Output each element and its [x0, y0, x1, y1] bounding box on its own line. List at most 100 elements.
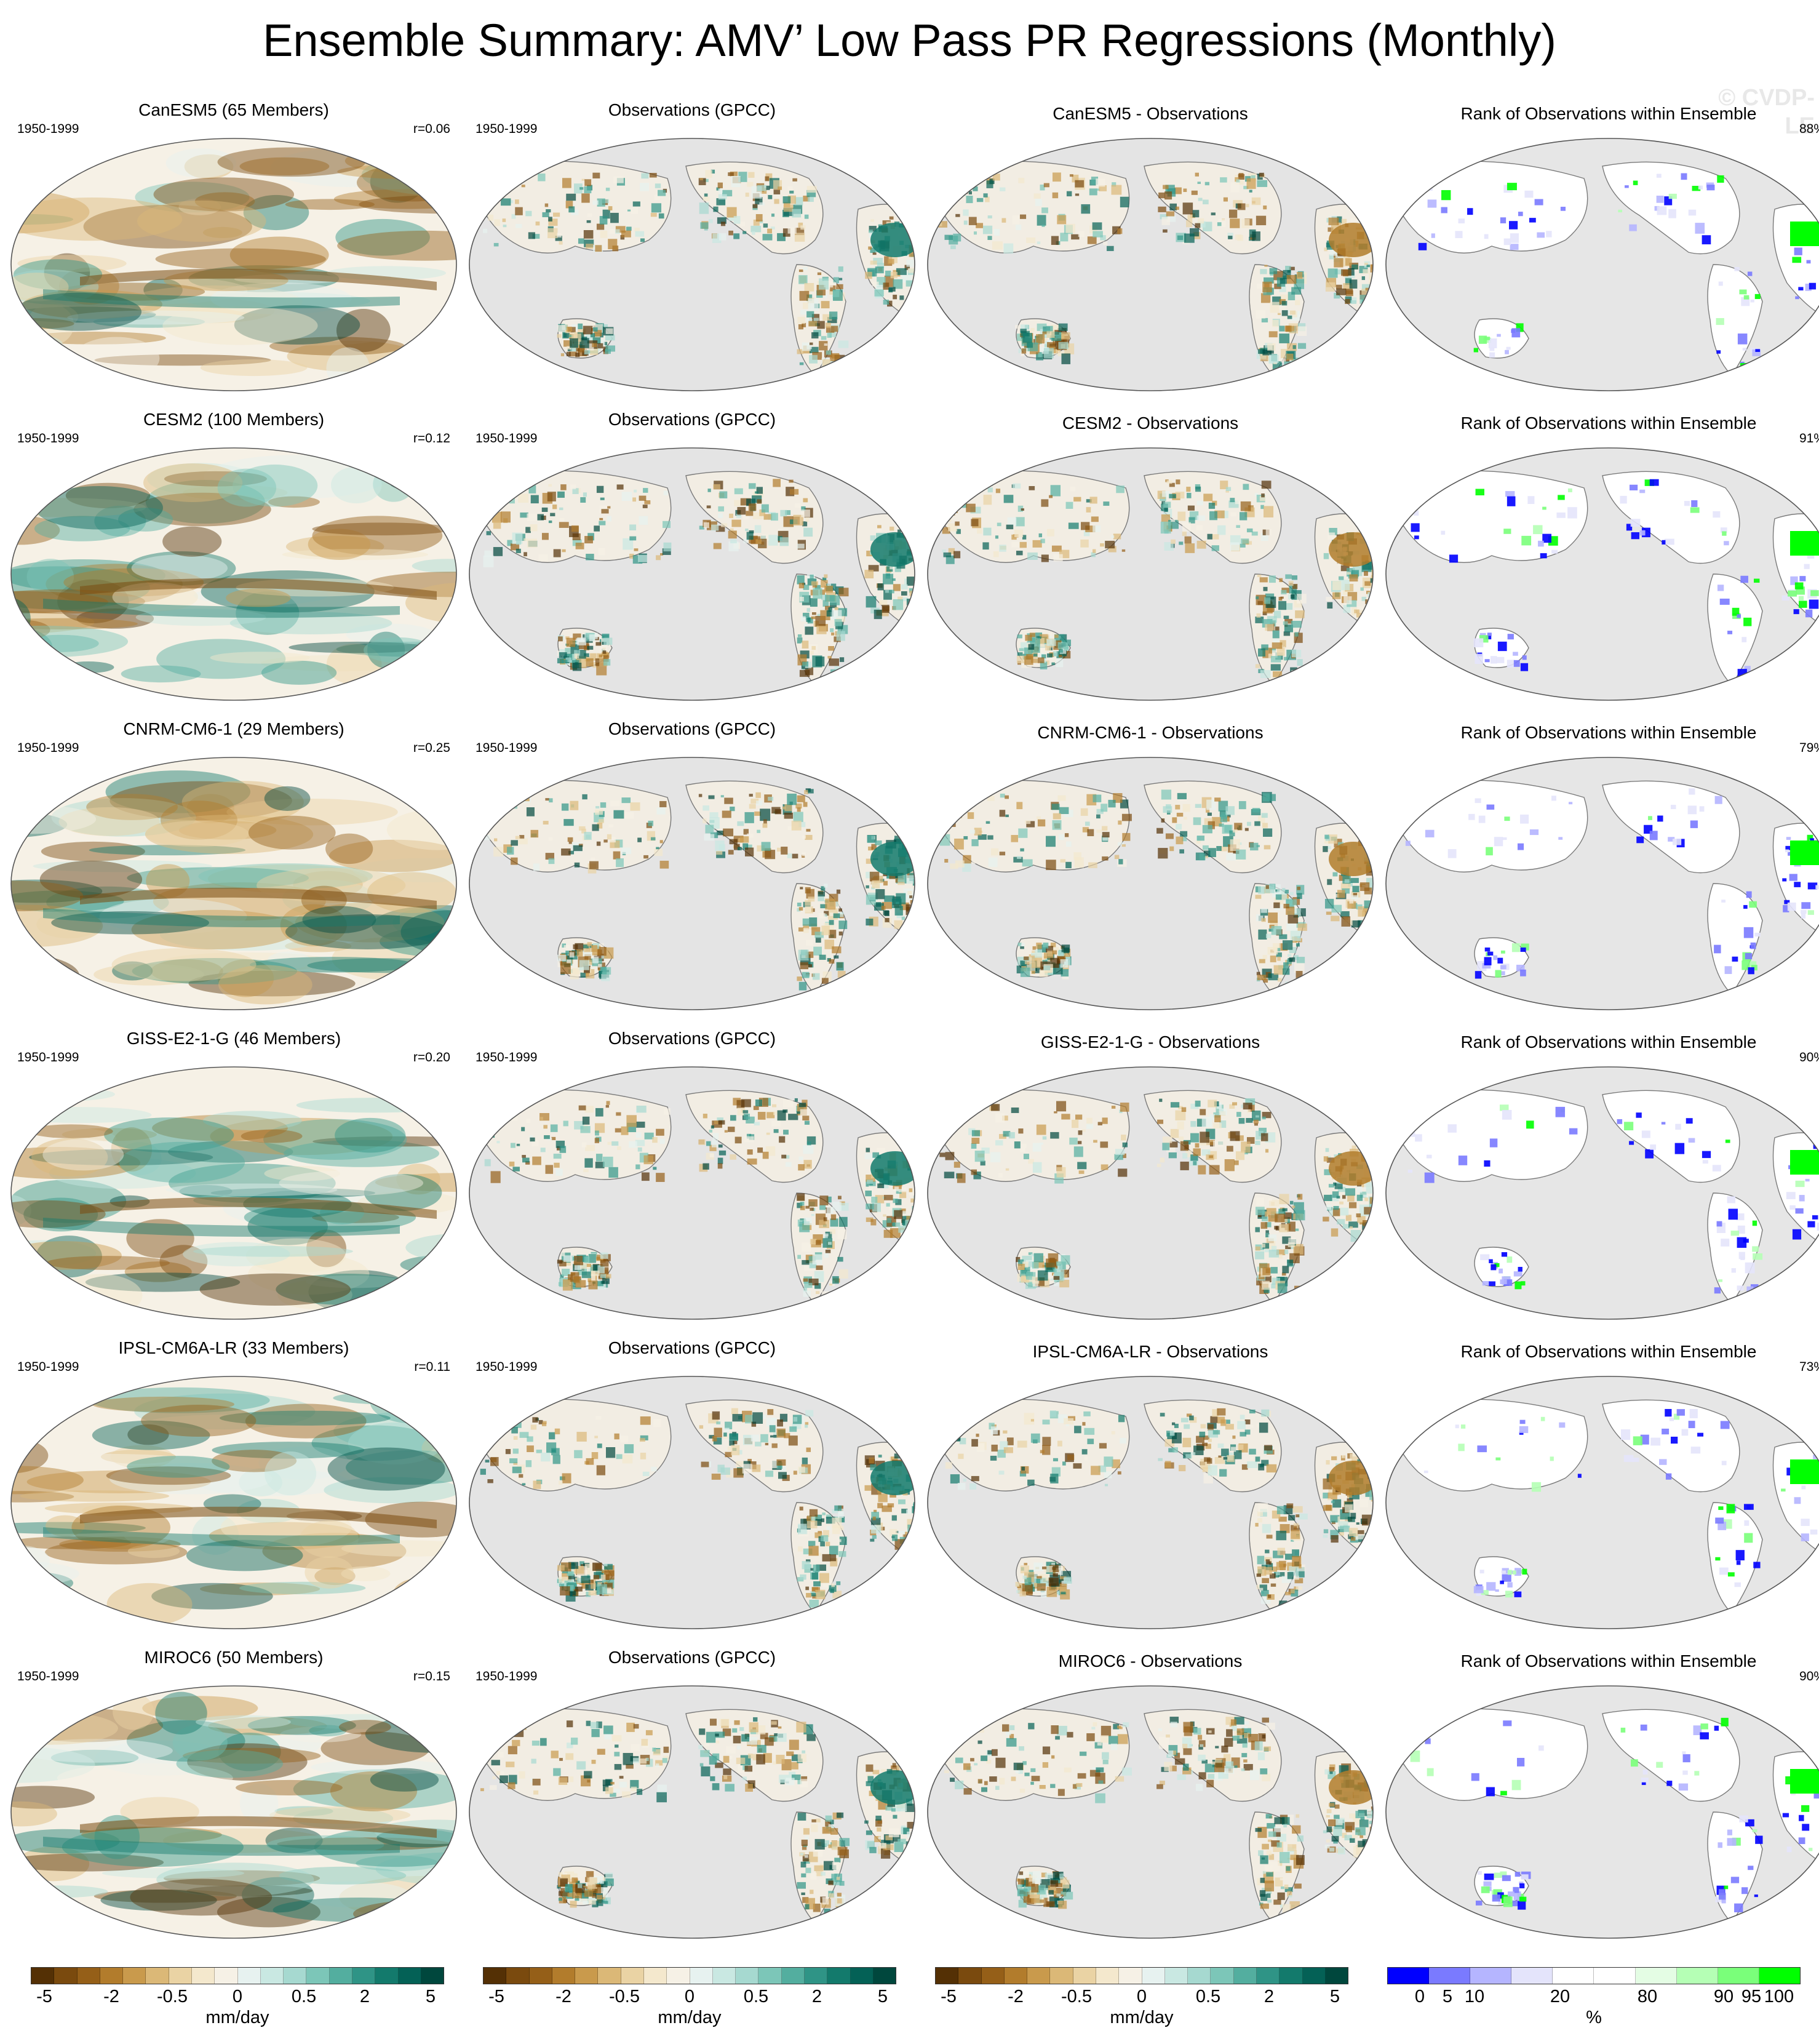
panel-title: CanESM5 (65 Members): [138, 100, 329, 119]
colorbar-swatch: [398, 1968, 421, 1984]
colorbar-swatch: [237, 1968, 261, 1984]
colorbar-tick-label: 0.5: [291, 1987, 317, 2006]
period-label: 1950-1999: [476, 1669, 538, 1683]
world-map: [1385, 447, 1819, 701]
panel-title: Observations (GPCC): [608, 1029, 776, 1048]
panel-title: CESM2 (100 Members): [143, 410, 325, 429]
colorbar-tick-label: 0.5: [743, 1987, 769, 2006]
colorbar-swatch: [850, 1968, 874, 1984]
colorbar-ticks: -5 -2 -0.5 0 0.5 2 5: [31, 1984, 444, 2008]
map-panel-diff: GISS-E2-1-G - Observations: [923, 1021, 1378, 1322]
colorbar-swatch: [781, 1968, 805, 1984]
colorbar-tick-label: 2: [359, 1987, 370, 2006]
period-label: 1950-1999: [17, 741, 79, 755]
colorbar-swatch: [1302, 1968, 1326, 1984]
colorbar-tick-label: 20: [1550, 1987, 1570, 2006]
colorbar-tick-label: 0.5: [1195, 1987, 1221, 2006]
colorbar-swatch: [981, 1968, 1005, 1984]
world-map: [10, 1066, 457, 1320]
colorbar-tick-label: 80: [1637, 1987, 1658, 2006]
colorbar-swatch: [758, 1968, 782, 1984]
map-panel-diff: IPSL-CM6A-LR - Observations: [923, 1330, 1378, 1632]
colorbar-swatch: [1718, 1968, 1759, 1984]
panel-title: CNRM-CM6-1 (29 Members): [123, 719, 344, 738]
colorbar-tick-label: 95: [1741, 1987, 1762, 2006]
colorbar-boxes: [1387, 1967, 1801, 1984]
panel-title: Observations (GPCC): [608, 100, 776, 119]
colorbar-swatch: [484, 1968, 507, 1984]
colorbar-swatch: [643, 1968, 667, 1984]
world-map: [927, 1685, 1374, 1939]
period-label: 1950-1999: [17, 1669, 79, 1683]
colorbar-rank: 0 5 10 20 80 90 95 100 %: [1387, 1967, 1801, 2027]
colorbar-tick-label: 0: [684, 1987, 695, 2006]
map-panel-obs: Observations (GPCC) 1950-1999: [464, 92, 920, 394]
panel-title: GISS-E2-1-G (46 Members): [126, 1029, 341, 1048]
map-panel-diff: CNRM-CM6-1 - Observations: [923, 711, 1378, 1013]
map-panel-model: IPSL-CM6A-LR (33 Members) 1950-1999 r=0.11: [6, 1330, 461, 1632]
colorbar-swatch: [1256, 1968, 1280, 1984]
colorbar-swatch: [306, 1968, 330, 1984]
map-panel-rank: Rank of Observations within Ensemble 73%: [1381, 1330, 1819, 1632]
colorbar-swatch: [169, 1968, 192, 1984]
watermark: © CVDP-LE: [1718, 85, 1815, 139]
colorbar-tick-label: 0: [232, 1987, 243, 2006]
rank-percentage: 91%: [1799, 431, 1819, 445]
colorbar-swatch: [1004, 1968, 1028, 1984]
colorbar-swatch: [1188, 1968, 1211, 1984]
pattern-correlation: r=0.11: [414, 1360, 450, 1374]
colorbar-swatch: [375, 1968, 399, 1984]
period-label: 1950-1999: [17, 122, 79, 136]
colorbar-observations: -5 -2 -0.5 0 0.5 2 5 mm/day: [483, 1967, 896, 2027]
pattern-correlation: r=0.25: [413, 741, 450, 755]
colorbar-unit: mm/day: [205, 2008, 269, 2027]
map-panel-model: GISS-E2-1-G (46 Members) 1950-1999 r=0.20: [6, 1021, 461, 1322]
colorbar-swatch: [1553, 1968, 1594, 1984]
colorbar-tick-label: -5: [36, 1987, 52, 2006]
world-map: [469, 1685, 915, 1939]
world-map: [469, 1066, 915, 1320]
colorbar-tick-label: 10: [1464, 1987, 1485, 2006]
colorbar-swatch: [827, 1968, 851, 1984]
panel-title: Observations (GPCC): [608, 719, 776, 738]
map-panel-rank: Rank of Observations within Ensemble 90%: [1381, 1021, 1819, 1322]
panel-title: MIROC6 - Observations: [1058, 1651, 1243, 1671]
colorbar-swatch: [1119, 1968, 1142, 1984]
map-panel-rank: Rank of Observations within Ensemble 88%: [1381, 92, 1819, 394]
colorbar-tick-label: -5: [488, 1987, 504, 2006]
colorbar-swatch: [598, 1968, 621, 1984]
map-panel-model: CNRM-CM6-1 (29 Members) 1950-1999 r=0.25: [6, 711, 461, 1013]
colorbar-ticks: -5 -2 -0.5 0 0.5 2 5: [935, 1984, 1348, 2008]
world-map: [927, 447, 1374, 701]
colorbar-boxes: [935, 1967, 1348, 1984]
colorbar-tick-label: -5: [941, 1987, 957, 2006]
colorbar-tick-label: 2: [811, 1987, 822, 2006]
panel-title: CESM2 - Observations: [1062, 413, 1239, 433]
world-map: [927, 1376, 1374, 1629]
map-panel-diff: MIROC6 - Observations: [923, 1640, 1378, 1941]
world-map: [927, 757, 1374, 1010]
period-label: 1950-1999: [17, 1360, 79, 1374]
colorbar-swatch: [958, 1968, 982, 1984]
world-map: [10, 1376, 457, 1629]
colorbar-tick-label: 5: [425, 1987, 436, 2006]
colorbar-swatch: [31, 1968, 55, 1984]
pattern-correlation: r=0.12: [413, 431, 450, 445]
colorbar-tick-label: 100: [1764, 1987, 1794, 2006]
colorbar-swatch: [1429, 1968, 1471, 1984]
colorbar-model: -5 -2 -0.5 0 0.5 2 5 mm/day: [31, 1967, 444, 2027]
colorbar-tick-label: 5: [877, 1987, 888, 2006]
panel-title: Rank of Observations within Ensemble: [1460, 1032, 1757, 1052]
world-map: [10, 1685, 457, 1939]
colorbar-swatch: [690, 1968, 713, 1984]
panel-title: Observations (GPCC): [608, 1338, 776, 1357]
colorbar-swatch: [1050, 1968, 1073, 1984]
rank-percentage: 73%: [1799, 1360, 1819, 1374]
panel-title: Observations (GPCC): [608, 410, 776, 429]
colorbar-tick-label: -2: [1008, 1987, 1024, 2006]
pattern-correlation: r=0.15: [413, 1669, 450, 1683]
map-panel-rank: Rank of Observations within Ensemble 91%: [1381, 402, 1819, 703]
world-map: [10, 757, 457, 1010]
colorbar-swatch: [804, 1968, 828, 1984]
figure-title: Ensemble Summary: AMV’ Low Pass PR Regre…: [263, 15, 1556, 66]
